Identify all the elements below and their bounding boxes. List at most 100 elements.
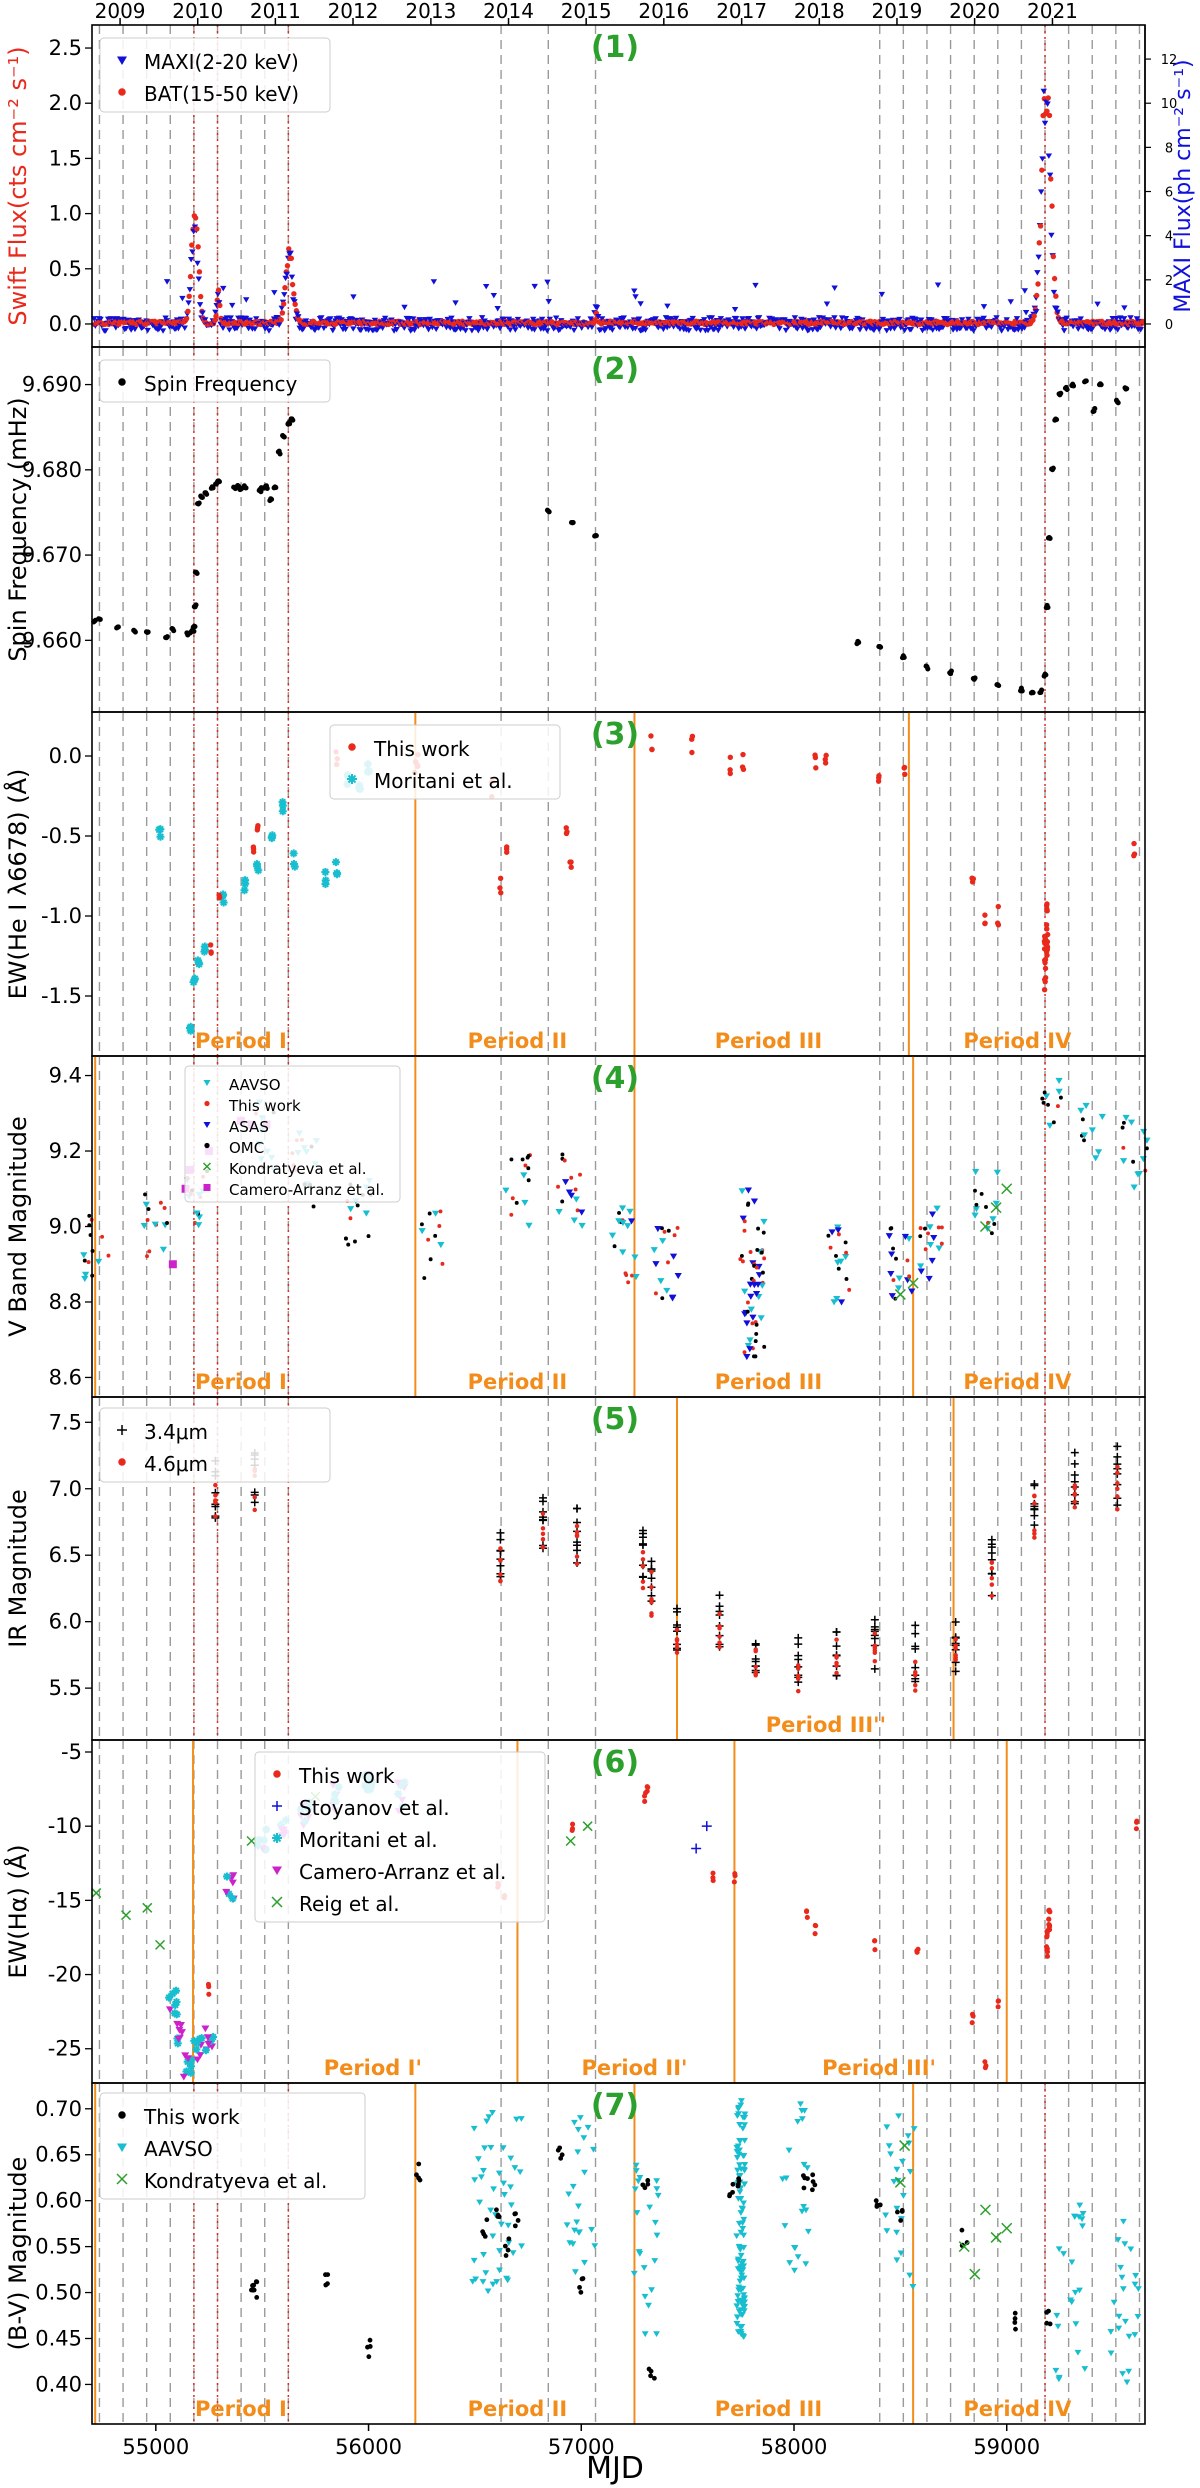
- this-work-point: [1043, 948, 1050, 955]
- y-tick-label: 6.0: [49, 1610, 82, 1634]
- this-work-point: [901, 765, 907, 771]
- bat-point: [292, 301, 298, 307]
- y-tick-label: 0.50: [35, 2281, 82, 2305]
- ir34-point: [987, 1540, 996, 1549]
- legend-marker: [347, 774, 357, 784]
- bat-point: [1045, 95, 1051, 101]
- omc-point: [760, 1270, 765, 1275]
- year-tick-label: 2014: [483, 0, 534, 23]
- this-work-point: [727, 770, 733, 777]
- maxi-point: [1121, 305, 1128, 311]
- maxi-point: [980, 315, 987, 322]
- y-tick-label: 5.5: [49, 1676, 82, 1700]
- aavso-point: [140, 1223, 148, 1230]
- omc-point: [1051, 1120, 1056, 1125]
- maxi-point: [598, 316, 606, 322]
- maxi-point: [327, 316, 334, 322]
- this-work-point: [812, 1922, 818, 1929]
- legend-p4: AAVSO This work ASAS OMC Kondratyeva et al. C…: [184, 1065, 401, 1203]
- omc-point: [843, 1240, 848, 1245]
- stoyanov-point: [701, 1821, 712, 1832]
- maxi-point: [642, 327, 649, 333]
- ir46-point: [674, 1650, 680, 1655]
- moritani-point: [219, 898, 228, 907]
- ir34-point: [1030, 1521, 1039, 1530]
- this-work-point: [416, 2161, 422, 2167]
- this-work-point: [1133, 1826, 1139, 1832]
- panel-number: (6): [591, 1745, 639, 1780]
- omc-point: [520, 1157, 525, 1162]
- aavso-point: [1107, 2329, 1115, 2335]
- y-tick-label: 0.5: [49, 257, 82, 281]
- aavso-point: [993, 1169, 1001, 1176]
- maxi-point: [482, 283, 490, 290]
- aavso-point: [518, 2243, 525, 2250]
- aavso-point: [734, 2293, 742, 2299]
- bat-point: [1039, 167, 1045, 173]
- legend-marker: [117, 56, 127, 65]
- this-work-point: [872, 1938, 878, 1944]
- aavso-point: [933, 1205, 941, 1212]
- ir34-point: [1113, 1452, 1122, 1461]
- omc-point: [739, 1253, 744, 1258]
- y-tick-label: 0.0: [49, 312, 82, 336]
- aavso-point: [572, 1196, 580, 1203]
- maxi-point: [393, 327, 400, 333]
- period-label: Period II: [468, 2397, 568, 2421]
- camero-point: [204, 2040, 213, 2048]
- aavso-point: [493, 2279, 501, 2285]
- maxi-point: [791, 315, 799, 321]
- aavso-point: [581, 2169, 588, 2176]
- ir46-point: [574, 1529, 580, 1535]
- maxi-point: [805, 327, 813, 333]
- aavso-point: [500, 2180, 507, 2187]
- aavso-point: [1125, 2368, 1133, 2375]
- maxi-point: [685, 328, 693, 334]
- right-tick-label: 6: [1165, 186, 1173, 201]
- maxi-point: [311, 327, 319, 334]
- ir34-point: [870, 1664, 879, 1673]
- this-work-point: [689, 733, 696, 740]
- maxi-point: [667, 316, 675, 322]
- spin-point: [199, 494, 205, 500]
- this-work-point: [569, 1175, 574, 1180]
- aavso-point: [895, 1275, 903, 1282]
- aavso-point: [632, 1274, 640, 1281]
- omc-point: [82, 1258, 87, 1263]
- moritani-point: [173, 2039, 182, 2048]
- aavso-point: [470, 2125, 478, 2132]
- this-work-point: [731, 1879, 737, 1885]
- reig-point: [582, 1821, 593, 1832]
- aavso-point: [490, 2186, 497, 2193]
- aavso-point: [909, 2284, 917, 2290]
- y-tick-label: 0.45: [35, 2326, 82, 2350]
- year-tick-label: 2019: [872, 0, 923, 23]
- aavso-point: [1079, 2223, 1086, 2230]
- aavso-point: [483, 2118, 491, 2125]
- omc-point: [526, 1153, 531, 1158]
- this-work-point: [710, 1875, 716, 1881]
- ir46-point: [953, 1655, 958, 1660]
- maxi-point: [997, 324, 1004, 331]
- aavso-point: [1119, 1158, 1128, 1165]
- bat-point: [282, 284, 288, 291]
- maxi-point: [980, 304, 988, 310]
- aavso-point: [618, 1205, 627, 1212]
- ir34-point: [647, 1574, 656, 1583]
- y-tick-label: 7.5: [49, 1410, 82, 1434]
- moritani-point: [186, 2068, 195, 2077]
- year-tick-label: 2016: [638, 0, 689, 23]
- this-work-point: [208, 950, 214, 956]
- aavso-point: [926, 1242, 935, 1249]
- aavso-point: [1119, 2371, 1126, 2377]
- aavso-point: [503, 2275, 510, 2282]
- ir46-point: [674, 1645, 680, 1650]
- ir34-point: [715, 1602, 724, 1611]
- maxi-point: [251, 326, 259, 332]
- ir46-point: [753, 1648, 758, 1654]
- omc-point: [422, 1276, 427, 1281]
- this-work-point: [648, 2373, 653, 2379]
- aavso-point: [740, 2232, 748, 2239]
- aavso-point: [193, 1210, 201, 1217]
